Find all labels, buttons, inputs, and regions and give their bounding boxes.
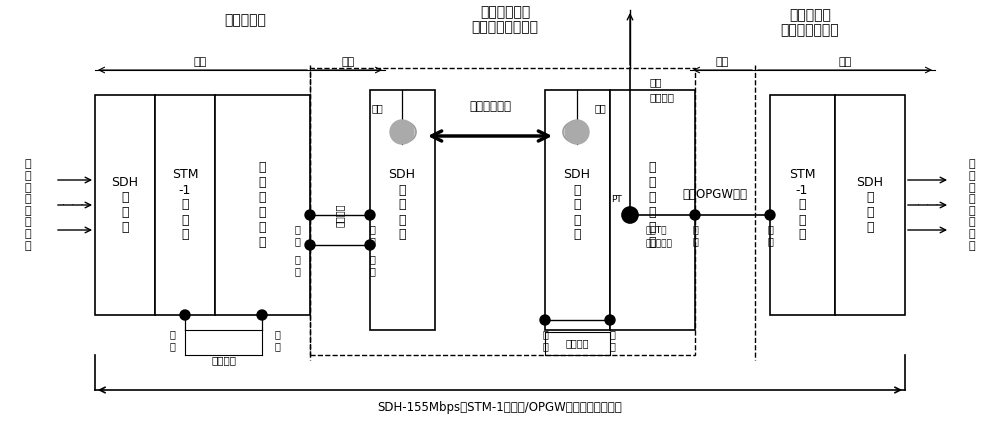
Text: STM
-1
光
口
板: STM -1 光 口 板 bbox=[789, 169, 815, 242]
Circle shape bbox=[180, 310, 190, 320]
Text: 微波电磁信号: 微波电磁信号 bbox=[469, 100, 511, 112]
Text: 同轴电缆: 同轴电缆 bbox=[335, 203, 345, 227]
Text: PT: PT bbox=[611, 195, 622, 205]
Circle shape bbox=[365, 240, 375, 250]
Circle shape bbox=[565, 120, 589, 144]
Bar bbox=[155, 95, 215, 315]
Text: 光
口: 光 口 bbox=[369, 224, 375, 246]
Text: 电
口: 电 口 bbox=[294, 254, 300, 276]
Text: 光
口: 光 口 bbox=[767, 224, 773, 246]
Bar bbox=[370, 90, 435, 330]
Text: （或相关制高点）: （或相关制高点） bbox=[472, 20, 538, 34]
Circle shape bbox=[690, 210, 700, 220]
Text: 输电线路铁塔: 输电线路铁塔 bbox=[480, 5, 530, 19]
Text: 天线: 天线 bbox=[594, 103, 606, 113]
Text: 临
时
通
信
业
务
电
路: 临 时 通 信 业 务 电 路 bbox=[969, 160, 975, 250]
Text: 光
口: 光 口 bbox=[294, 224, 300, 246]
Text: 光纤跳接: 光纤跳接 bbox=[212, 355, 237, 365]
Text: ·  ·  ·: · · · bbox=[62, 200, 84, 210]
Text: 室外: 室外 bbox=[715, 57, 729, 67]
Text: 电
口: 电 口 bbox=[609, 329, 615, 351]
Circle shape bbox=[305, 210, 315, 220]
Text: 光纤接续盒: 光纤接续盒 bbox=[645, 239, 672, 249]
Text: 三通T式: 三通T式 bbox=[645, 225, 666, 235]
Circle shape bbox=[390, 120, 414, 144]
Text: 光
口: 光 口 bbox=[692, 224, 698, 246]
Text: SDH
光
端
机: SDH 光 端 机 bbox=[856, 176, 884, 234]
Bar bbox=[770, 95, 835, 315]
Circle shape bbox=[365, 210, 375, 220]
Text: SDH
数
字
微
波: SDH 数 字 微 波 bbox=[388, 169, 416, 242]
Bar bbox=[95, 95, 155, 315]
Text: （或电网节点）: （或电网节点） bbox=[781, 23, 839, 37]
Text: 已建变电站: 已建变电站 bbox=[789, 8, 831, 22]
Bar bbox=[835, 95, 905, 315]
Text: 同轴电缆: 同轴电缆 bbox=[565, 338, 589, 348]
Text: 另一节点: 另一节点 bbox=[650, 92, 675, 102]
Text: SDH
数
字
微
波: SDH 数 字 微 波 bbox=[564, 169, 590, 242]
Text: 已建OPGW光纤: 已建OPGW光纤 bbox=[682, 188, 748, 201]
Text: ·  ·  ·: · · · bbox=[917, 200, 939, 210]
Text: STM
-1
光
口
板: STM -1 光 口 板 bbox=[172, 169, 198, 242]
Circle shape bbox=[765, 210, 775, 220]
Circle shape bbox=[622, 207, 638, 223]
Text: 室内: 室内 bbox=[193, 57, 207, 67]
Text: SDH
光
端
机: SDH 光 端 机 bbox=[112, 176, 138, 234]
Text: 电
口: 电 口 bbox=[542, 329, 548, 351]
Text: 天线: 天线 bbox=[371, 103, 383, 113]
Circle shape bbox=[257, 310, 267, 320]
Text: SDH-155Mbps（STM-1）微波/OPGW光纤混合通信链路: SDH-155Mbps（STM-1）微波/OPGW光纤混合通信链路 bbox=[378, 400, 622, 413]
Circle shape bbox=[540, 315, 550, 325]
Text: 光
口: 光 口 bbox=[169, 329, 175, 351]
Circle shape bbox=[305, 240, 315, 250]
Bar bbox=[310, 68, 695, 355]
Text: 室内: 室内 bbox=[838, 57, 852, 67]
Text: 微
波
光
接
口
板: 微 波 光 接 口 板 bbox=[648, 161, 656, 249]
Text: 光
口: 光 口 bbox=[275, 329, 281, 351]
Text: 室外: 室外 bbox=[341, 57, 355, 67]
Bar bbox=[610, 90, 695, 330]
Bar bbox=[215, 95, 310, 315]
Text: 微
波
光
接
口
板: 微 波 光 接 口 板 bbox=[258, 161, 266, 249]
Text: 电
口: 电 口 bbox=[369, 254, 375, 276]
Circle shape bbox=[605, 315, 615, 325]
Bar bbox=[545, 90, 610, 330]
Text: 在建变电站: 在建变电站 bbox=[224, 13, 266, 27]
Text: 电网: 电网 bbox=[650, 77, 662, 87]
Text: 临
时
通
信
业
务
电
路: 临 时 通 信 业 务 电 路 bbox=[25, 160, 31, 250]
